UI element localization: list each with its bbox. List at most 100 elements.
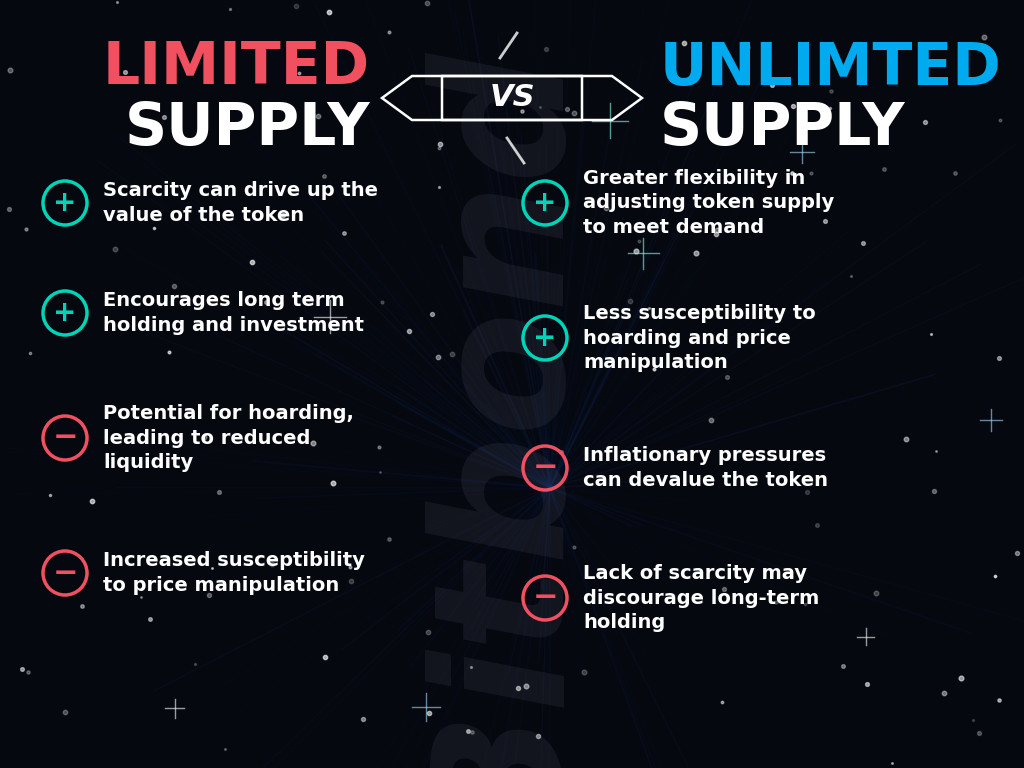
Text: Inflationary pressures
can devalue the token: Inflationary pressures can devalue the t… [583,446,828,490]
Point [381,533,397,545]
Point [371,441,387,453]
Point [632,235,648,247]
Point [990,694,1007,706]
Point [803,167,819,179]
Point [965,713,981,726]
Point [898,433,914,445]
Point [518,680,535,692]
Point [923,328,939,340]
Point [431,141,447,154]
Text: Potential for hoarding,
leading to reduced
liquidity: Potential for hoarding, leading to reduc… [103,404,354,472]
Point [640,302,656,314]
Point [18,223,35,236]
Point [797,598,813,611]
Point [952,672,969,684]
Point [715,696,731,708]
Text: Scarcity can drive up the
value of the token: Scarcity can drive up the value of the t… [103,181,378,224]
Point [14,663,31,675]
Point [196,431,212,443]
Point [463,661,479,674]
Point [622,295,638,307]
Point [305,437,322,449]
Point [628,245,644,257]
Point [991,114,1008,126]
Point [768,596,784,608]
Text: Increased susceptibility
to price manipulation: Increased susceptibility to price manipu… [103,551,365,594]
Text: Less susceptibility to
hoarding and price
manipulation: Less susceptibility to hoarding and pric… [583,304,816,372]
Point [106,243,123,255]
Point [987,571,1004,583]
Text: LIMITED: LIMITED [102,39,370,97]
Point [709,227,725,240]
Point [291,67,307,79]
Point [822,85,839,98]
Point [884,756,900,768]
Text: −: − [532,453,558,482]
Point [976,31,992,43]
Point [20,667,37,679]
Point [258,296,274,309]
Text: +: + [53,189,77,217]
Point [764,79,780,91]
Point [532,101,549,113]
Text: +: + [53,299,77,327]
Point [1009,547,1024,559]
Point [926,485,942,498]
Point [117,65,133,78]
Point [204,562,220,574]
Point [400,325,417,337]
Point [822,101,839,114]
Point [784,100,801,112]
Point [709,223,725,236]
Point [783,167,800,180]
Point [74,600,90,612]
Point [936,687,952,700]
Text: +: + [534,189,557,217]
Text: −: − [532,584,558,613]
Point [843,270,859,282]
Point [836,660,852,672]
Point [216,743,232,756]
Text: −: − [52,558,78,588]
Point [166,280,182,292]
Point [513,104,529,117]
Point [444,349,461,361]
Point [947,167,964,179]
Point [646,362,663,375]
Point [316,170,333,182]
Point [552,446,568,458]
Text: +: + [534,324,557,352]
Point [322,5,338,18]
Point [510,682,526,694]
Point [343,574,359,587]
Point [419,0,435,8]
Point [22,347,38,359]
Point [867,587,884,599]
Point [222,3,239,15]
Point [211,486,227,498]
Point [739,41,756,53]
Point [598,201,614,214]
Point [703,413,720,425]
Point [336,227,352,239]
Point [354,713,371,725]
Point [676,37,692,49]
Text: Encourages long term
holding and investment: Encourages long term holding and investm… [103,291,364,335]
Point [431,180,447,193]
Point [719,370,735,382]
Point [916,116,933,128]
Point [566,108,583,120]
Point [429,351,445,363]
Point [809,518,825,531]
Point [1,204,17,216]
Point [187,658,204,670]
Point [424,307,440,319]
Point [432,138,449,151]
Point [372,465,388,478]
Point [342,561,358,573]
Point [855,237,871,250]
Text: SUPPLY: SUPPLY [660,100,905,157]
Point [42,489,58,502]
Point [463,726,479,738]
Text: Lack of scarcity may
discourage long-term
holding: Lack of scarcity may discourage long-ter… [583,564,819,632]
